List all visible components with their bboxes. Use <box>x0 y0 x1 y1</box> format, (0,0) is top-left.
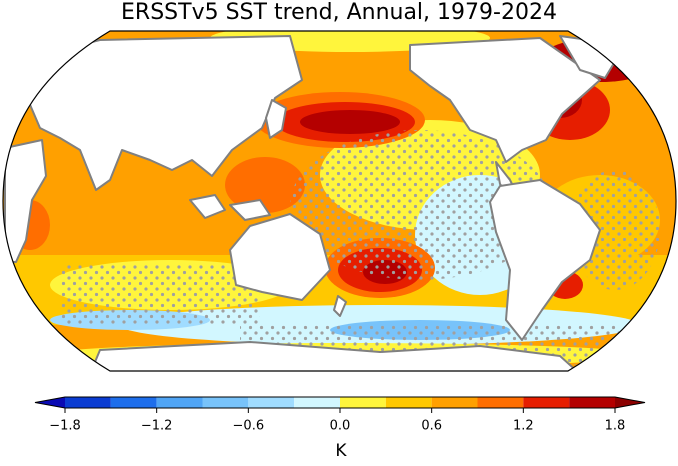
stippling <box>570 170 660 290</box>
colorbar-tick-label: −0.6 <box>233 419 265 434</box>
colorbar-tick-label: −1.8 <box>49 419 81 434</box>
colorbar-swatch <box>523 397 570 408</box>
colorbar-swatch <box>477 397 524 408</box>
stippling <box>290 130 550 280</box>
colorbar-swatch <box>294 397 340 408</box>
colorbar-tick-label: 1.2 <box>513 419 534 434</box>
colorbar-swatch <box>248 397 295 408</box>
colorbar-swatch <box>385 397 432 408</box>
colorbar-tick-label: 0.6 <box>421 419 442 434</box>
map-title: ERSSTv5 SST trend, Annual, 1979-2024 <box>121 0 557 25</box>
colorbar-swatch <box>340 397 386 408</box>
stippling <box>60 265 260 325</box>
colorbar-tick-label: 0.0 <box>330 419 351 434</box>
colorbar-swatch <box>569 397 615 408</box>
colorbar-tick-label: −1.2 <box>141 419 173 434</box>
colorbar-extend-high <box>615 397 645 408</box>
colorbar-swatch <box>431 397 478 408</box>
field-region <box>225 157 305 213</box>
colorbar-label: K <box>335 441 347 461</box>
colorbar-swatch <box>156 397 203 408</box>
colorbar-tick-label: 1.8 <box>605 419 626 434</box>
map-frame <box>2 30 677 372</box>
colorbar-extend-low <box>35 397 65 408</box>
field-region <box>300 110 400 134</box>
colorbar: −1.8 −1.2 −0.6 0.0 0.6 1.2 1.8 <box>34 396 646 434</box>
land <box>4 35 626 371</box>
colorbar-swatch <box>110 397 157 408</box>
map-area <box>3 31 676 371</box>
colorbar-swatch <box>65 397 111 408</box>
colorbar-swatch <box>202 397 249 408</box>
